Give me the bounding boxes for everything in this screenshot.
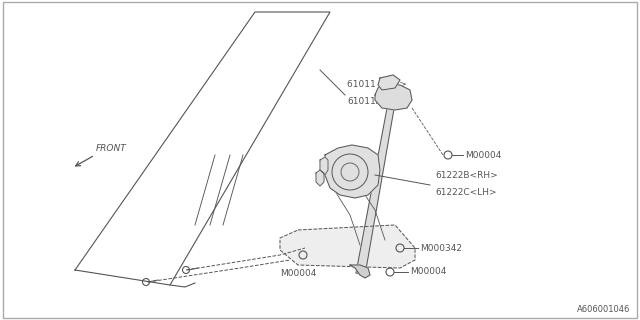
Text: 61011 <RH>: 61011 <RH>	[347, 80, 407, 89]
Text: 61222B<RH>: 61222B<RH>	[435, 171, 498, 180]
Polygon shape	[375, 84, 412, 110]
Text: A606001046: A606001046	[577, 305, 630, 314]
Polygon shape	[325, 145, 380, 198]
Text: FRONT: FRONT	[96, 143, 127, 153]
Text: 61011A<LH>: 61011A<LH>	[347, 97, 409, 106]
Text: M00004: M00004	[465, 150, 501, 159]
Text: M00004: M00004	[410, 268, 446, 276]
Polygon shape	[280, 225, 415, 268]
Polygon shape	[320, 157, 328, 175]
Polygon shape	[75, 12, 330, 285]
Polygon shape	[350, 265, 370, 278]
Text: 61222C<LH>: 61222C<LH>	[435, 188, 497, 197]
Text: M00004: M00004	[280, 269, 316, 278]
Polygon shape	[356, 103, 395, 275]
Polygon shape	[316, 170, 324, 186]
Text: M000342: M000342	[420, 244, 462, 252]
Polygon shape	[378, 75, 400, 90]
